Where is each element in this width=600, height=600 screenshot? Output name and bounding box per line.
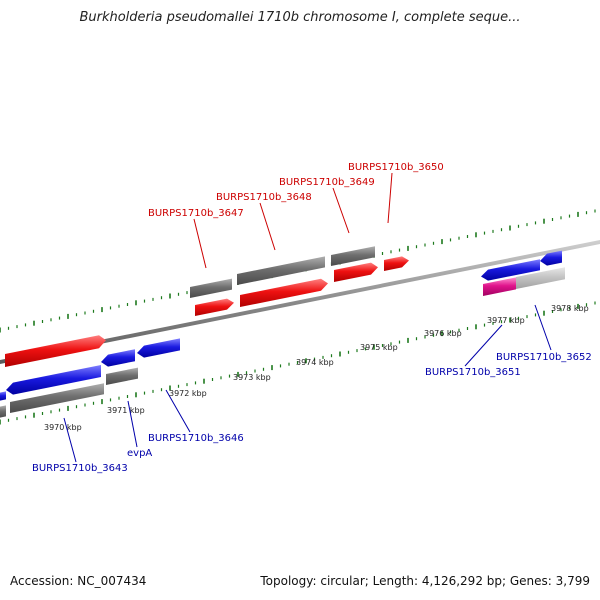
gene-bar-3649: [331, 246, 375, 266]
gene-bar-evpA: [106, 367, 138, 385]
gene-label: evpA: [127, 448, 152, 459]
forward-gene-3648: [240, 278, 328, 307]
pseudo-gene-3651: [483, 277, 516, 296]
kbp-label: 3974 kbp: [296, 358, 334, 367]
label-leader: [332, 187, 350, 234]
gene-bar-3647: [190, 278, 232, 298]
gene-label: BURPS1710b_3646: [148, 433, 244, 444]
forward-gene-left: [5, 335, 106, 367]
gene-label: BURPS1710b_3648: [216, 192, 312, 203]
reverse-gene-3652: [540, 250, 562, 266]
chromosome-backbone: [0, 240, 600, 364]
kbp-label: 3973 kbp: [233, 373, 271, 382]
reverse-gene-3643: [6, 365, 101, 395]
kbp-label: 3976 kbp: [424, 329, 462, 338]
label-leader: [127, 400, 138, 448]
reverse-gene-3646: [137, 338, 180, 358]
gene-bar-3648: [237, 256, 325, 285]
gene-bar-edge: [0, 405, 6, 418]
reverse-gene-evpA: [101, 349, 135, 367]
label-leader: [464, 324, 503, 367]
label-leader: [387, 172, 393, 224]
forward-gene-3650: [384, 256, 409, 271]
reverse-gene-edge: [0, 391, 6, 401]
label-leader: [165, 389, 191, 433]
gene-bar-3652: [516, 267, 565, 289]
label-leader: [534, 304, 552, 351]
accession-label: Accession: NC_007434: [10, 574, 147, 588]
kbp-label: 3971 kbp: [107, 406, 145, 415]
gene-label: BURPS1710b_3649: [279, 177, 375, 188]
gene-label: BURPS1710b_3647: [148, 208, 244, 219]
kbp-label: 3972 kbp: [169, 389, 207, 398]
genome-summary: Topology: circular; Length: 4,126,292 bp…: [260, 574, 590, 588]
label-leader: [259, 202, 276, 251]
forward-gene-3647: [195, 298, 234, 316]
gene-label: BURPS1710b_3652: [496, 352, 592, 363]
reverse-gene-3651: [481, 259, 540, 281]
kbp-label: 3975 kbp: [360, 343, 398, 352]
kbp-label: 3978 kbp: [551, 304, 589, 313]
label-leader: [193, 218, 207, 269]
map-title: Burkholderia pseudomallei 1710b chromoso…: [79, 10, 521, 25]
label-leader: [63, 417, 77, 463]
gene-label: BURPS1710b_3650: [348, 162, 444, 173]
kbp-label: 3977 kbp: [487, 316, 525, 325]
gene-bar-3643: [10, 383, 104, 413]
gene-label: BURPS1710b_3651: [425, 367, 521, 378]
gene-label: BURPS1710b_3643: [32, 463, 128, 474]
forward-gene-3649: [334, 262, 378, 282]
kbp-label: 3970 kbp: [44, 423, 82, 432]
